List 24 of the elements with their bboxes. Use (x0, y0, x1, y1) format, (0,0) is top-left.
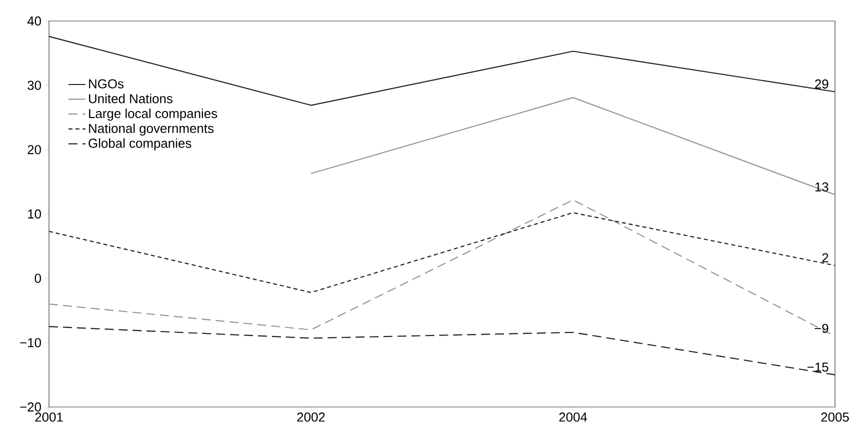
y-tick-label: 20 (28, 145, 41, 154)
y-tick-label: −20 (20, 402, 41, 412)
x-tick-label: 2005 (821, 412, 849, 422)
y-tick-label: 10 (28, 209, 41, 219)
x-tick-label: 2002 (297, 412, 325, 422)
data-label: −15 (808, 362, 828, 372)
legend-label: NGOs (89, 79, 124, 88)
legend-label: Large local companies (89, 108, 218, 121)
y-tick-label: 0 (34, 274, 41, 283)
x-tick-label: 2001 (35, 412, 63, 422)
legend-label: National governments (89, 123, 214, 136)
line-series (48, 36, 836, 106)
x-tick-label: 2004 (559, 412, 588, 422)
data-label: 29 (815, 79, 828, 89)
line-series (48, 212, 836, 294)
legend-label: Global companies (88, 138, 192, 150)
y-tick-label: 30 (28, 80, 41, 90)
data-label: −9 (814, 324, 828, 334)
legend-label: United Nations (89, 94, 172, 104)
y-tick-label: −10 (20, 338, 41, 348)
data-label: 13 (815, 182, 828, 192)
y-tick-label: 40 (27, 16, 41, 26)
line-series (48, 199, 836, 337)
data-label: 2 (822, 253, 828, 262)
